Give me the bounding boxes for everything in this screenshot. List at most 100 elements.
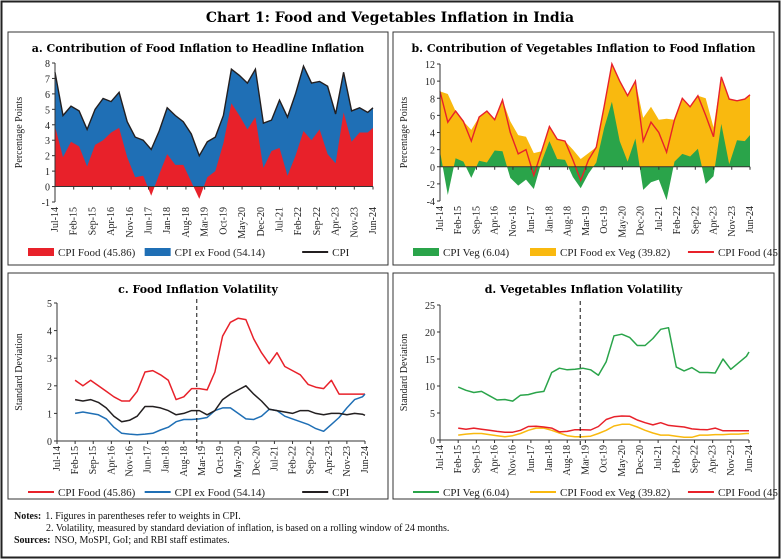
x-tick-label: Jun-24: [744, 445, 755, 472]
legend-label: CPI Veg (6.04): [443, 487, 509, 499]
note-2: 2. Volatility, measured by standard devi…: [46, 523, 449, 534]
panel-border: [7, 272, 389, 500]
svg-text:Notes:1. Figures in parenthese: Notes: 1. Figures in parentheses refer to…: [14, 511, 241, 522]
x-tick-label: Apr-23: [324, 446, 335, 475]
panel-title: d. Vegetables Inflation Volatility: [485, 283, 683, 296]
panel-border: [7, 31, 389, 266]
x-tick-label: Aug-18: [181, 207, 192, 238]
x-tick-label: Feb-15: [70, 446, 81, 474]
y-tick-label: 4: [430, 129, 435, 140]
x-tick-label: Sep-22: [689, 445, 700, 473]
x-tick-label: Feb-22: [672, 206, 683, 234]
x-tick-label: Sep-15: [88, 446, 99, 474]
x-tick-label: Nov-23: [727, 206, 738, 237]
panel-b: b. Contribution of Vegetables Inflation …: [392, 31, 781, 266]
y-axis-label: Percentage Points: [399, 97, 410, 168]
legend-swatch: [28, 248, 54, 256]
x-tick-label: Apr-16: [106, 446, 117, 475]
x-tick-label: Apr-16: [106, 207, 117, 236]
y-tick-label: -2: [427, 180, 435, 191]
y-tick-label: 0: [47, 437, 52, 448]
x-tick-label: Jul-14: [435, 206, 446, 231]
y-tick-label: 7: [45, 74, 50, 85]
y-tick-label: 5: [430, 409, 435, 420]
legend-label: CPI Food (45.86): [58, 487, 136, 499]
sources-text: NSO, MoSPI, GoI; and RBI staff estimates…: [54, 535, 229, 546]
y-tick-label: 12: [425, 60, 435, 71]
legend-label: CPI Food (45.86): [58, 247, 136, 259]
x-tick-label: Feb-15: [453, 445, 464, 473]
cpi-food-area: [55, 103, 373, 199]
y-tick-label: 8: [430, 94, 435, 105]
x-tick-label: Sep-22: [306, 446, 317, 474]
x-tick-label: Feb-22: [293, 207, 304, 235]
x-tick-label: Nov-16: [125, 207, 136, 238]
legend-swatch: [530, 248, 556, 256]
cpi-veg-area: [440, 101, 750, 201]
y-tick-label: -1: [42, 198, 50, 209]
panel-title: b. Contribution of Vegetables Inflation …: [411, 42, 755, 55]
y-tick-label: 2: [47, 382, 52, 393]
x-tick-label: Sep-22: [690, 206, 701, 234]
x-tick-label: Jun-24: [745, 206, 756, 233]
x-tick-label: Mar-19: [580, 445, 591, 475]
y-tick-label: 3: [45, 136, 50, 147]
x-tick-label: Jun-17: [526, 445, 537, 472]
series-line-0: [457, 326, 750, 402]
x-tick-label: Sep-22: [312, 207, 323, 235]
y-tick-label: 25: [425, 301, 435, 312]
x-tick-label: Jun-17: [526, 206, 537, 233]
y-tick-label: 4: [45, 121, 50, 132]
svg-text:Sources:NSO, MoSPI, GoI; and R: Sources: NSO, MoSPI, GoI; and RBI staff e…: [14, 535, 230, 546]
y-tick-label: 6: [45, 90, 50, 101]
y-tick-label: 10: [425, 382, 435, 393]
x-tick-label: Dec-20: [635, 445, 646, 474]
x-tick-label: Feb-22: [671, 445, 682, 473]
x-tick-label: Apr-23: [708, 445, 719, 474]
legend-label: CPI Food (45.86): [718, 247, 781, 259]
y-tick-label: 1: [45, 167, 50, 178]
legend-label: CPI Food (45.86): [718, 487, 781, 499]
x-tick-label: Apr-16: [490, 445, 501, 474]
x-tick-label: Oct-19: [218, 207, 229, 235]
x-tick-label: Aug-18: [179, 446, 190, 477]
x-tick-label: Oct-19: [599, 206, 610, 234]
x-tick-label: May-20: [617, 206, 628, 238]
panel-border: [392, 31, 775, 266]
x-tick-label: Jan-18: [544, 206, 555, 233]
panel-c: c. Food Inflation Volatility 0 1 2 3 4 5 Standa…: [7, 272, 389, 500]
figure-title: Chart 1: Food and Vegetables Inflation i…: [206, 10, 574, 26]
x-tick-label: Jun-24: [368, 207, 379, 234]
legend-label: CPI: [332, 247, 349, 259]
x-tick-label: Jul-21: [269, 446, 280, 471]
x-tick-label: Sep-15: [471, 445, 482, 473]
y-tick-label: 0: [430, 163, 435, 174]
cpi-ex-food-area: [55, 66, 373, 187]
x-tick-label: Nov-23: [342, 446, 353, 477]
x-tick-label: Nov-16: [508, 206, 519, 237]
y-axis-label: Standard Deviation: [399, 334, 410, 411]
y-tick-label: -4: [427, 197, 435, 208]
panel-d: d. Vegetables Inflation Volatility 0 5 10 15…: [392, 272, 781, 500]
x-tick-label: Aug-18: [562, 445, 573, 476]
x-tick-label: Oct-19: [599, 445, 610, 473]
x-tick-label: May-20: [233, 446, 244, 478]
x-tick-label: May-20: [237, 207, 248, 239]
legend-swatch: [144, 248, 171, 256]
x-tick-label: Jan-18: [162, 207, 173, 234]
x-tick-label: Mar-19: [200, 207, 211, 237]
y-tick-label: 0: [45, 183, 50, 194]
y-tick-label: 1: [47, 409, 52, 420]
x-tick-label: Jul-14: [435, 445, 446, 470]
legend-label: CPI ex Food (54.14): [175, 247, 266, 259]
x-tick-label: Jul-21: [653, 445, 664, 470]
cpi-food-line: [439, 61, 751, 183]
y-tick-label: 10: [425, 77, 435, 88]
y-tick-label: 0: [430, 436, 435, 447]
series-line-1: [458, 423, 749, 439]
legend-label: CPI Food ex Veg (39.82): [560, 487, 670, 499]
y-tick-label: 2: [45, 152, 50, 163]
y-tick-label: 20: [425, 328, 435, 339]
x-tick-label: Jul-14: [50, 207, 61, 232]
